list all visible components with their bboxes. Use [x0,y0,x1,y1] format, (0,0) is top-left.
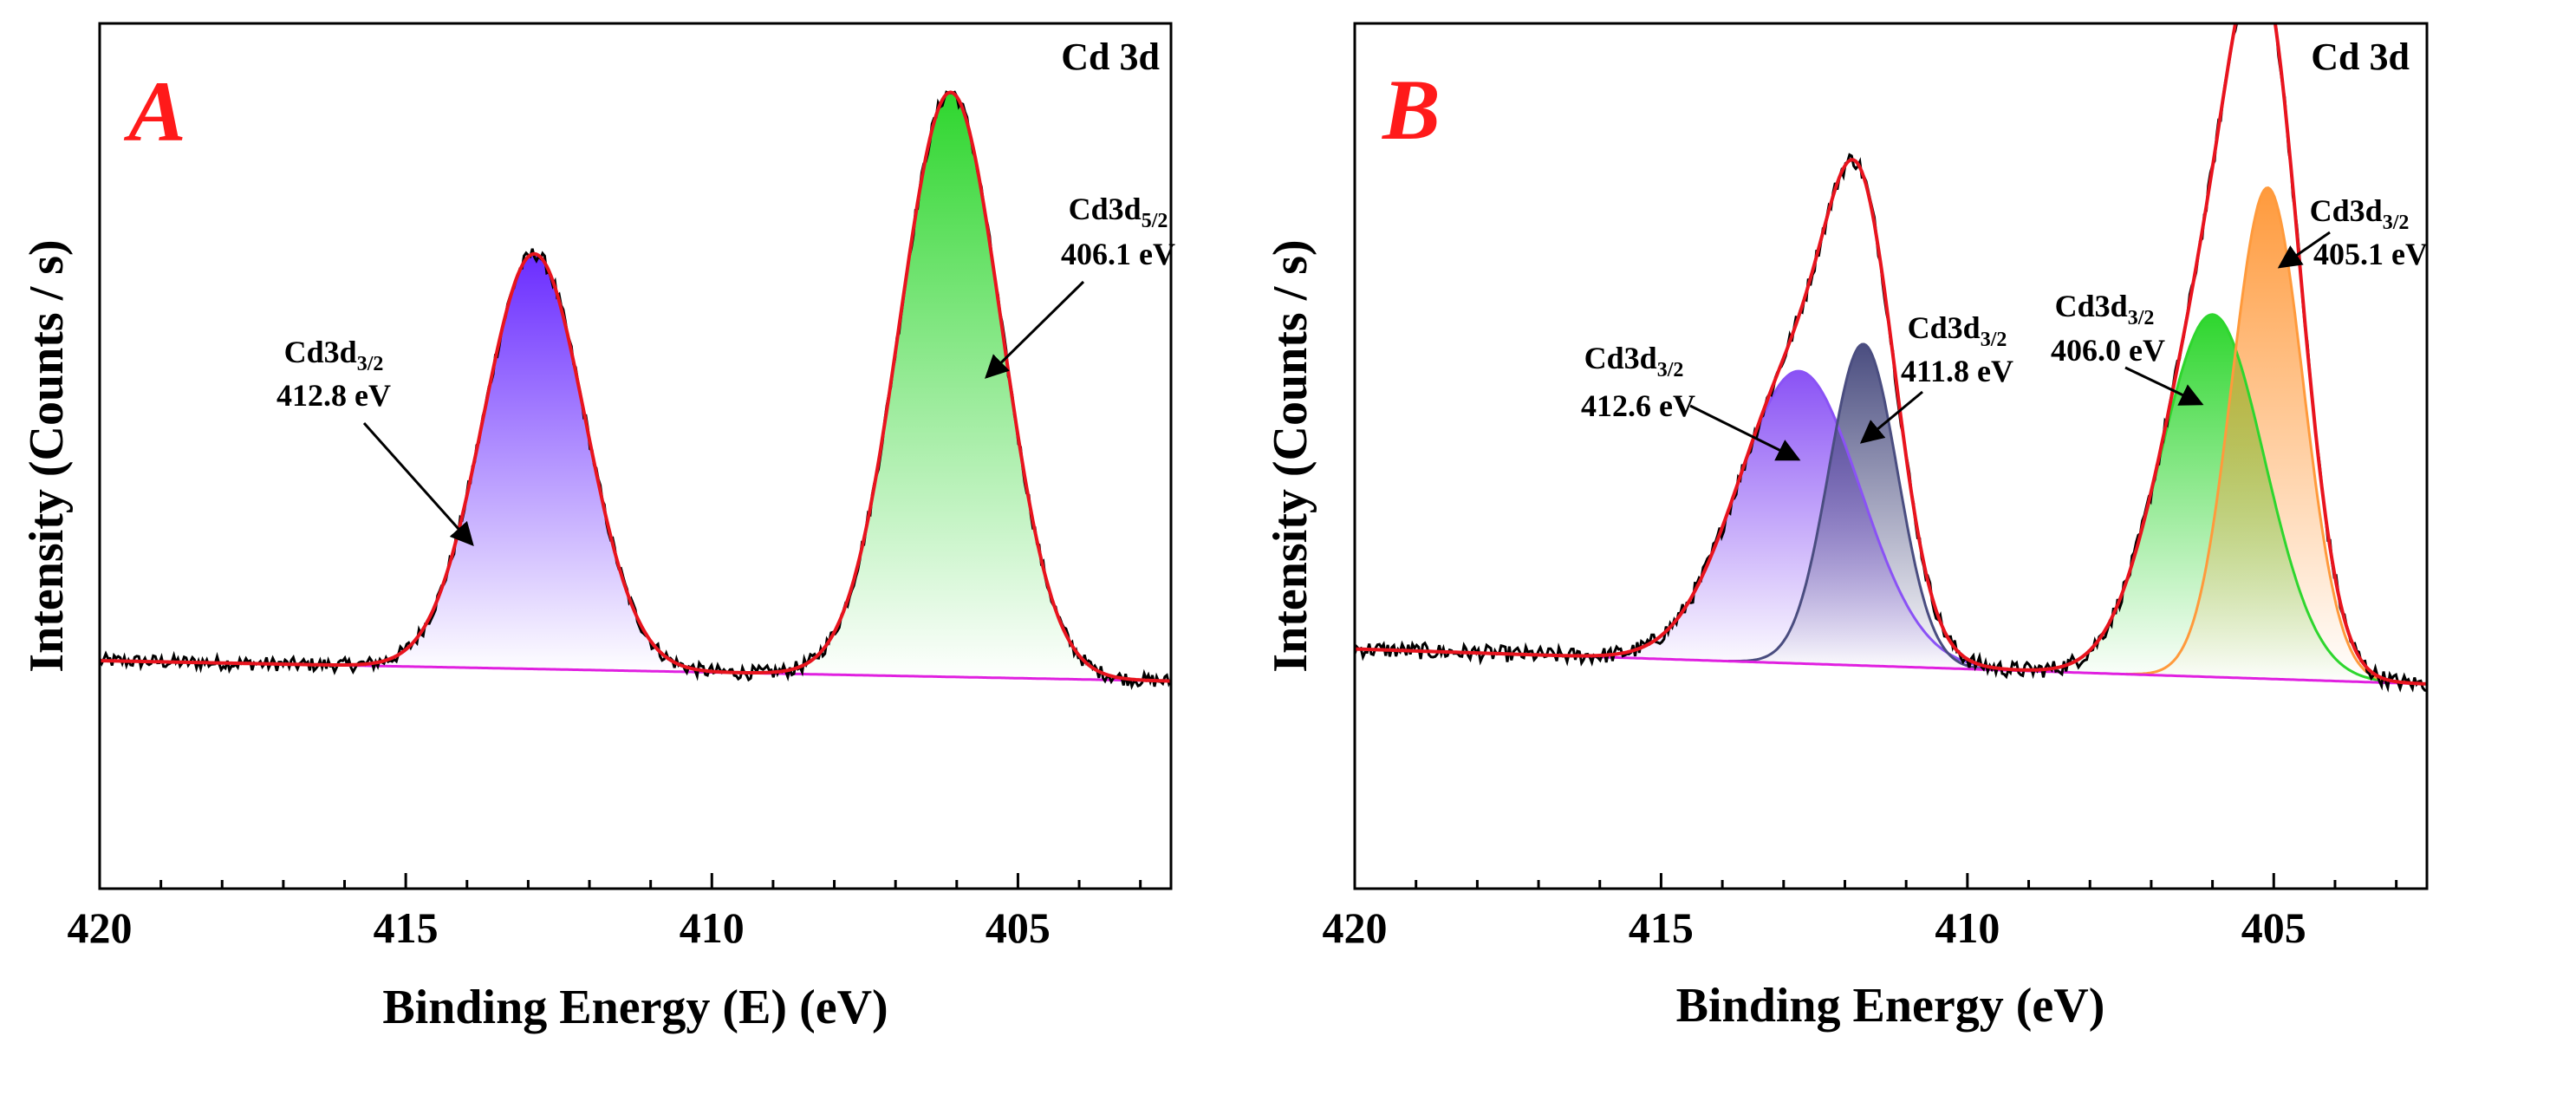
peak-fill-1 [1554,371,2044,672]
y-axis-title: Intensity (Counts / s) [20,239,74,672]
annotation-arrow [2124,366,2204,406]
annotation-peak-1: Cd3d3/2 412.8 eV [276,335,474,547]
peak-fill-2 [748,92,1153,681]
plot-frame [1353,22,2429,890]
x-tick-label: 410 [680,903,745,952]
x-tick-label: 415 [374,903,439,952]
x-tick-label: 415 [1629,903,1694,952]
envelope-fit-line [100,90,1171,683]
x-ticks: 420 415 410 405 [68,873,1142,952]
x-axis-title: Binding Energy (E) (eV) [382,981,888,1034]
x-tick-label: 420 [1323,903,1388,952]
peak-label: Cd3d5/2 [1069,192,1168,232]
peak-fills [1554,187,2421,684]
peak-label: Cd3d3/2 [1908,310,2007,351]
peak-energy: 412.6 eV [1581,388,1695,423]
x-ticks: 420 415 410 405 [1323,873,2398,952]
annotation-arrow [985,280,1085,379]
peak-energy: 406.0 eV [2051,333,2165,368]
peak-label: Cd3d3/2 [2310,193,2410,234]
annotation-peak-2: Cd3d5/2 406.1 eV [985,192,1175,379]
annotation-arrow [1689,404,1801,461]
peak-annotations: Cd3d3/2 412.6 eV Cd3d3/2 411.8 eV Cd3d3/… [1581,193,2428,461]
peak-fills [332,92,1153,681]
peak-energy: 412.8 eV [276,378,391,413]
x-tick-label: 405 [986,903,1051,952]
peak-label: Cd3d3/2 [284,335,384,375]
peak-fill-4 [2125,187,2409,684]
envelope-fit-line [1355,23,2427,686]
annotation-peak-2: Cd3d3/2 411.8 eV [1859,310,2013,444]
peak-energy: 406.1 eV [1061,237,1175,271]
annotation-peak-3: Cd3d3/2 406.0 eV [2051,289,2204,406]
element-label: Cd 3d [1061,36,1160,78]
component-curve-4 [2125,186,2409,685]
curve-lines [100,90,1171,690]
peak-label: Cd3d3/2 [1584,341,1684,381]
peak-energy: 411.8 eV [1901,354,2013,388]
annotation-peak-4: Cd3d3/2 405.1 eV [2277,193,2428,271]
x-tick-label: 410 [1935,903,2000,952]
annotation-peak-1: Cd3d3/2 412.6 eV [1581,341,1801,461]
curve-lines [1355,23,2427,693]
panel-label: B [1382,62,1441,158]
annotation-arrow [2277,231,2331,269]
peak-energy: 405.1 eV [2313,237,2428,271]
annotation-arrow [362,422,474,547]
peak-fill-2 [1727,344,2000,670]
x-tick-label: 420 [68,903,133,952]
annotation-arrow [1859,390,1923,444]
x-axis-title: Binding Energy (eV) [1676,979,2105,1033]
peak-fill-1 [332,253,737,673]
panel-label: A [123,63,186,160]
component-curve-2 [1727,342,2000,672]
panel-b: 420 415 410 405 Cd3d3/2 412.6 eV Cd3d3/2 41… [1264,22,2429,1033]
element-label: Cd 3d [2311,36,2410,78]
x-tick-label: 405 [2241,903,2306,952]
peak-fill-3 [2004,314,2421,684]
plot-frame [98,22,1173,890]
peak-label: Cd3d3/2 [2055,289,2155,329]
panel-a: 420 415 410 405 Cd3d3/2 412.8 eV Cd3d5/2 40… [20,22,1175,1034]
peak-annotations: Cd3d3/2 412.8 eV Cd3d5/2 406.1 eV [276,192,1175,547]
y-axis-title: Intensity (Counts / s) [1264,239,1317,672]
